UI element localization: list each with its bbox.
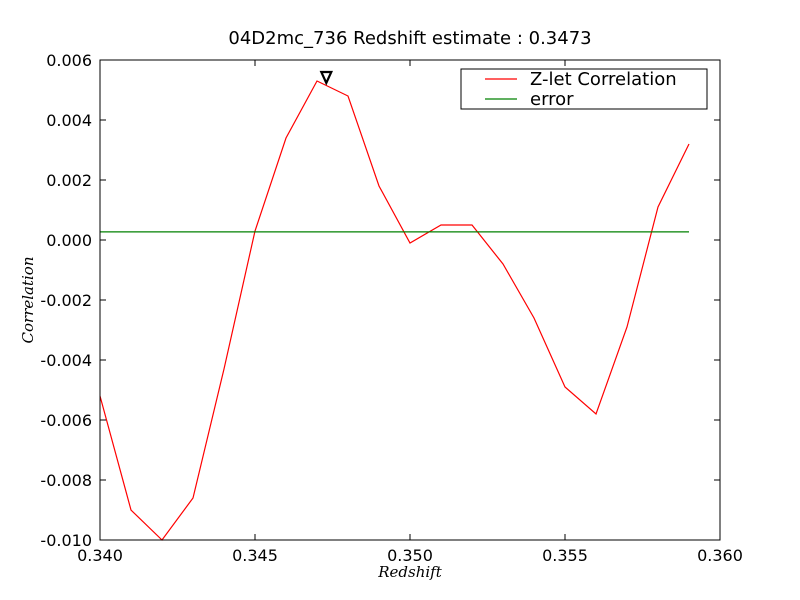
- peak-marker: [319, 70, 334, 86]
- y-tick-label: 0.000: [46, 231, 92, 250]
- x-tick-label: 0.360: [697, 546, 743, 565]
- y-tick-label: 0.004: [46, 111, 92, 130]
- x-tick-label: 0.350: [387, 546, 433, 565]
- y-tick-label: 0.006: [46, 51, 92, 70]
- y-axis-label: Correlation: [19, 257, 37, 344]
- legend-box: [460, 68, 708, 110]
- y-tick-label: -0.010: [40, 531, 92, 550]
- chart-title: 04D2mc_736 Redshift estimate : 0.3473: [228, 28, 591, 49]
- y-tick-label: -0.004: [40, 351, 92, 370]
- series-line-0: [99, 80, 690, 541]
- y-tick-label: -0.008: [40, 471, 92, 490]
- y-tick-label: -0.002: [40, 291, 92, 310]
- x-tick-label: 0.345: [232, 546, 278, 565]
- y-tick-label: -0.006: [40, 411, 92, 430]
- legend-label-series-0: Z-let Correlation: [530, 69, 677, 90]
- y-tick-label: 0.002: [46, 171, 92, 190]
- x-tick-label: 0.340: [77, 546, 123, 565]
- x-tick-label: 0.355: [542, 546, 588, 565]
- x-axis-label: Redshift: [377, 563, 442, 581]
- plot-lines: [99, 80, 690, 541]
- plot-area-frame: [99, 59, 721, 541]
- down-triangle-icon: [319, 70, 334, 86]
- legend: Z-let Correlation error: [460, 68, 708, 110]
- axis-ticks: 0.340 0.345 0.350 0.355 0.360 -0.010 -0.008 -0.…: [40, 51, 742, 565]
- legend-label-series-1: error: [530, 89, 574, 110]
